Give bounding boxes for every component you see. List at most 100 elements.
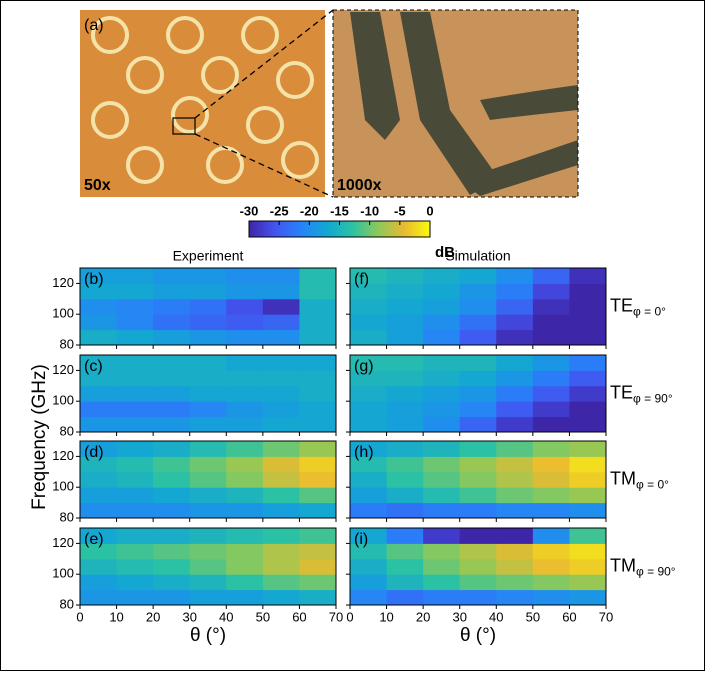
x-tick-label: 0 bbox=[76, 609, 83, 624]
heatmap-cell bbox=[226, 471, 264, 488]
heatmap-cell bbox=[350, 471, 388, 488]
heatmap-cell bbox=[350, 543, 388, 560]
heatmap-panel: (c) 80 100 120 bbox=[52, 354, 337, 438]
y-tick-label: 120 bbox=[52, 535, 74, 550]
heatmap-cell bbox=[226, 370, 264, 387]
heatmap-cell bbox=[350, 441, 388, 457]
heatmap-cell bbox=[423, 329, 461, 346]
heatmap-cell bbox=[80, 502, 118, 519]
heatmap-cell bbox=[226, 441, 264, 457]
heatmap-cell bbox=[226, 298, 264, 315]
heatmap-cell bbox=[423, 401, 461, 418]
panel-border bbox=[79, 354, 337, 433]
x-tick-label: 40 bbox=[489, 609, 503, 624]
heatmap-cell bbox=[153, 574, 191, 591]
heatmap-panel: (e) 80 100 120 0 10 20 30 40 50 60 70 bbox=[52, 527, 343, 624]
heatmap-cell bbox=[262, 528, 300, 544]
heatmap-cell bbox=[80, 543, 118, 560]
heatmap-cell bbox=[423, 589, 461, 606]
heatmap-cell bbox=[226, 487, 264, 504]
heatmap-cell bbox=[299, 298, 337, 315]
heatmap-cell bbox=[459, 487, 497, 504]
heatmap-cell bbox=[350, 456, 388, 473]
heatmap-panel: (i) 0 10 20 30 40 50 60 70 bbox=[346, 527, 613, 624]
heatmap-cell bbox=[386, 471, 424, 488]
heatmap-cell bbox=[299, 329, 337, 346]
heatmap-cell bbox=[299, 558, 337, 575]
heatmap-cell bbox=[262, 441, 300, 457]
heatmap-cell bbox=[569, 589, 607, 606]
heatmap-cell bbox=[80, 528, 118, 544]
heatmap-cell bbox=[116, 528, 154, 544]
heatmap-cell bbox=[459, 574, 497, 591]
heatmap-cell bbox=[569, 471, 607, 488]
heatmap-cell bbox=[80, 558, 118, 575]
x-axis-title: θ (°) bbox=[460, 625, 496, 646]
heatmap-cell bbox=[386, 487, 424, 504]
heatmap-cell bbox=[532, 487, 570, 504]
heatmap-cell bbox=[532, 574, 570, 591]
heatmap-panel: (d) 80 100 120 bbox=[52, 440, 337, 524]
heatmap-cell bbox=[299, 385, 337, 402]
y-tick-label: 120 bbox=[52, 275, 74, 290]
heatmap-cell bbox=[153, 268, 191, 284]
heatmap-cell bbox=[189, 370, 227, 387]
zoom-lines bbox=[194, 9, 334, 198]
panel-label: (g) bbox=[354, 358, 374, 375]
heatmap-cell bbox=[226, 268, 264, 284]
heatmap-panel: (f) bbox=[346, 267, 607, 349]
heatmap-cell bbox=[386, 502, 424, 519]
heatmap-cell bbox=[153, 329, 191, 346]
heatmap-cell bbox=[423, 456, 461, 473]
row-label-sub: φ = 0° bbox=[636, 478, 669, 492]
heatmap-cell bbox=[386, 298, 424, 315]
heatmap-cell bbox=[532, 314, 570, 331]
heatmap-cell bbox=[80, 268, 118, 284]
heatmap-cell bbox=[423, 502, 461, 519]
heatmap-cell bbox=[569, 401, 607, 418]
x-tick-label: 70 bbox=[599, 609, 613, 624]
heatmap-cell bbox=[423, 471, 461, 488]
heatmap-cell bbox=[532, 441, 570, 457]
heatmap-cell bbox=[153, 355, 191, 371]
heatmap-cell bbox=[569, 487, 607, 504]
x-tick-label: 10 bbox=[379, 609, 393, 624]
magnification-label: 50x bbox=[84, 177, 111, 194]
heatmap-cell bbox=[189, 487, 227, 504]
heatmap-cell bbox=[226, 543, 264, 560]
heatmap-cell bbox=[80, 329, 118, 346]
heatmap-cell bbox=[496, 574, 534, 591]
heatmap-cell bbox=[350, 329, 388, 346]
heatmap-cell bbox=[153, 456, 191, 473]
heatmap-cell bbox=[116, 314, 154, 331]
heatmap-cell bbox=[116, 589, 154, 606]
heatmap-cell bbox=[386, 314, 424, 331]
y-tick-label: 80 bbox=[60, 509, 74, 524]
heatmap-cell bbox=[386, 416, 424, 433]
x-tick-label: 50 bbox=[256, 609, 270, 624]
heatmap-cell bbox=[226, 401, 264, 418]
heatmap-cell bbox=[386, 456, 424, 473]
heatmap-cell bbox=[532, 329, 570, 346]
panel-label: (d) bbox=[84, 444, 104, 461]
heatmap-cell bbox=[532, 543, 570, 560]
heatmap-cell bbox=[496, 471, 534, 488]
heatmap-cell bbox=[299, 355, 337, 371]
heatmap-cell bbox=[262, 268, 300, 284]
heatmap-cell bbox=[496, 441, 534, 457]
heatmap-cell bbox=[80, 456, 118, 473]
heatmap-cell bbox=[496, 456, 534, 473]
heatmap-cell bbox=[386, 385, 424, 402]
heatmap-cell bbox=[262, 298, 300, 315]
heatmap-cell bbox=[80, 574, 118, 591]
heatmap-cell bbox=[350, 528, 388, 544]
heatmap-cell bbox=[386, 543, 424, 560]
column-title: Experiment bbox=[173, 248, 244, 264]
heatmap-cell bbox=[423, 370, 461, 387]
panel-label: (h) bbox=[354, 444, 374, 461]
heatmap-cell bbox=[459, 558, 497, 575]
heatmap-cell bbox=[153, 471, 191, 488]
heatmap-cell bbox=[299, 268, 337, 284]
heatmap-cell bbox=[386, 283, 424, 300]
x-tick-label: 70 bbox=[329, 609, 343, 624]
